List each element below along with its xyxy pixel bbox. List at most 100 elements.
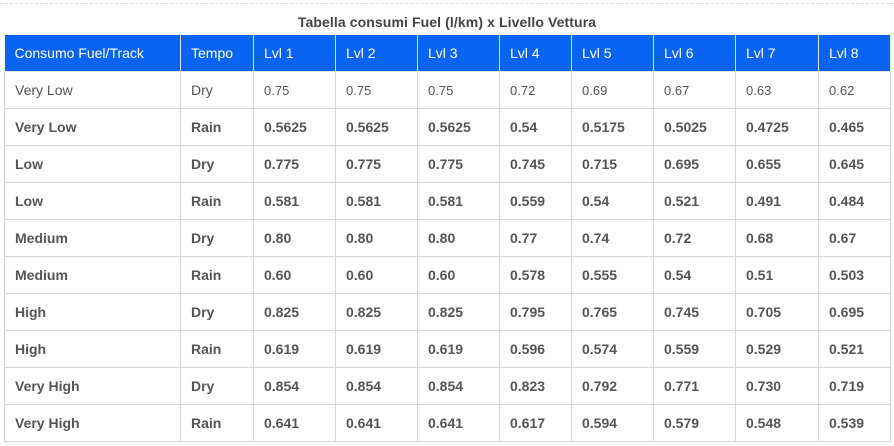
value-cell: 0.60 xyxy=(417,256,500,294)
table-row: Very Low Dry 0.75 0.75 0.75 0.72 0.69 0.… xyxy=(4,71,891,109)
column-header-tempo[interactable]: Tempo xyxy=(180,35,254,72)
column-header-lvl-5[interactable]: Lvl 5 xyxy=(571,35,654,72)
value-cell: 0.581 xyxy=(335,182,418,220)
value-cell: 0.491 xyxy=(735,182,819,220)
value-cell: 0.854 xyxy=(335,367,418,405)
column-header-track[interactable]: Consumo Fuel/Track xyxy=(4,35,181,72)
value-cell: 0.548 xyxy=(735,404,819,442)
track-cell: Medium xyxy=(4,256,181,294)
value-cell: 0.77 xyxy=(499,219,572,257)
value-cell: 0.617 xyxy=(499,404,572,442)
value-cell: 0.80 xyxy=(253,219,336,257)
column-header-lvl-7[interactable]: Lvl 7 xyxy=(735,35,819,72)
track-cell: Low xyxy=(4,182,181,220)
table-row: Medium Dry 0.80 0.80 0.80 0.77 0.74 0.72… xyxy=(4,219,891,257)
value-cell: 0.730 xyxy=(735,367,819,405)
value-cell: 0.62 xyxy=(818,71,891,109)
value-cell: 0.60 xyxy=(335,256,418,294)
top-divider xyxy=(0,3,894,4)
table-row: Low Rain 0.581 0.581 0.581 0.559 0.54 0.… xyxy=(4,182,891,220)
value-cell: 0.503 xyxy=(818,256,891,294)
value-cell: 0.5625 xyxy=(335,108,418,146)
value-cell: 0.719 xyxy=(818,367,891,405)
table-row: High Dry 0.825 0.825 0.825 0.795 0.765 0… xyxy=(4,293,891,331)
column-header-lvl-8[interactable]: Lvl 8 xyxy=(818,35,891,72)
value-cell: 0.54 xyxy=(653,256,736,294)
value-cell: 0.578 xyxy=(499,256,572,294)
column-header-lvl-2[interactable]: Lvl 2 xyxy=(335,35,418,72)
column-header-lvl-1[interactable]: Lvl 1 xyxy=(253,35,336,72)
tempo-cell: Rain xyxy=(180,108,254,146)
tempo-cell: Dry xyxy=(180,367,254,405)
table-row: Medium Rain 0.60 0.60 0.60 0.578 0.555 0… xyxy=(4,256,891,294)
track-cell: Very Low xyxy=(4,71,181,109)
value-cell: 0.825 xyxy=(253,293,336,331)
value-cell: 0.54 xyxy=(571,182,654,220)
value-cell: 0.619 xyxy=(335,330,418,368)
value-cell: 0.641 xyxy=(335,404,418,442)
value-cell: 0.641 xyxy=(417,404,500,442)
value-cell: 0.74 xyxy=(571,219,654,257)
tempo-cell: Dry xyxy=(180,71,254,109)
value-cell: 0.5625 xyxy=(417,108,500,146)
table-row: Very Low Rain 0.5625 0.5625 0.5625 0.54 … xyxy=(4,108,891,146)
track-cell: Very High xyxy=(4,404,181,442)
tempo-cell: Rain xyxy=(180,330,254,368)
tempo-cell: Dry xyxy=(180,219,254,257)
value-cell: 0.619 xyxy=(417,330,500,368)
tempo-cell: Rain xyxy=(180,182,254,220)
track-cell: Low xyxy=(4,145,181,183)
value-cell: 0.765 xyxy=(571,293,654,331)
value-cell: 0.695 xyxy=(653,145,736,183)
value-cell: 0.67 xyxy=(818,219,891,257)
value-cell: 0.775 xyxy=(335,145,418,183)
value-cell: 0.521 xyxy=(818,330,891,368)
value-cell: 0.80 xyxy=(417,219,500,257)
value-cell: 0.775 xyxy=(253,145,336,183)
column-header-lvl-6[interactable]: Lvl 6 xyxy=(653,35,736,72)
value-cell: 0.54 xyxy=(499,108,572,146)
value-cell: 0.854 xyxy=(253,367,336,405)
value-cell: 0.825 xyxy=(335,293,418,331)
value-cell: 0.5025 xyxy=(653,108,736,146)
value-cell: 0.775 xyxy=(417,145,500,183)
value-cell: 0.72 xyxy=(653,219,736,257)
value-cell: 0.771 xyxy=(653,367,736,405)
track-cell: High xyxy=(4,293,181,331)
tempo-cell: Dry xyxy=(180,145,254,183)
value-cell: 0.63 xyxy=(735,71,819,109)
table-row: Very High Dry 0.854 0.854 0.854 0.823 0.… xyxy=(4,367,891,405)
value-cell: 0.705 xyxy=(735,293,819,331)
value-cell: 0.596 xyxy=(499,330,572,368)
table-title: Tabella consumi Fuel (l/km) x Livello Ve… xyxy=(297,14,597,30)
value-cell: 0.579 xyxy=(653,404,736,442)
tempo-cell: Dry xyxy=(180,293,254,331)
value-cell: 0.854 xyxy=(417,367,500,405)
value-cell: 0.594 xyxy=(571,404,654,442)
value-cell: 0.581 xyxy=(417,182,500,220)
value-cell: 0.555 xyxy=(571,256,654,294)
table-row: Very High Rain 0.641 0.641 0.641 0.617 0… xyxy=(4,404,891,442)
value-cell: 0.68 xyxy=(735,219,819,257)
value-cell: 0.72 xyxy=(499,71,572,109)
value-cell: 0.67 xyxy=(653,71,736,109)
value-cell: 0.645 xyxy=(818,145,891,183)
tempo-cell: Rain xyxy=(180,404,254,442)
value-cell: 0.80 xyxy=(335,219,418,257)
value-cell: 0.559 xyxy=(653,330,736,368)
table-row: Low Dry 0.775 0.775 0.775 0.745 0.715 0.… xyxy=(4,145,891,183)
column-header-lvl-4[interactable]: Lvl 4 xyxy=(499,35,572,72)
value-cell: 0.619 xyxy=(253,330,336,368)
value-cell: 0.715 xyxy=(571,145,654,183)
column-header-lvl-3[interactable]: Lvl 3 xyxy=(417,35,500,72)
tempo-cell: Rain xyxy=(180,256,254,294)
value-cell: 0.581 xyxy=(253,182,336,220)
track-cell: Medium xyxy=(4,219,181,257)
value-cell: 0.69 xyxy=(571,71,654,109)
value-cell: 0.484 xyxy=(818,182,891,220)
value-cell: 0.75 xyxy=(417,71,500,109)
value-cell: 0.695 xyxy=(818,293,891,331)
value-cell: 0.823 xyxy=(499,367,572,405)
track-cell: Very Low xyxy=(4,108,181,146)
value-cell: 0.465 xyxy=(818,108,891,146)
